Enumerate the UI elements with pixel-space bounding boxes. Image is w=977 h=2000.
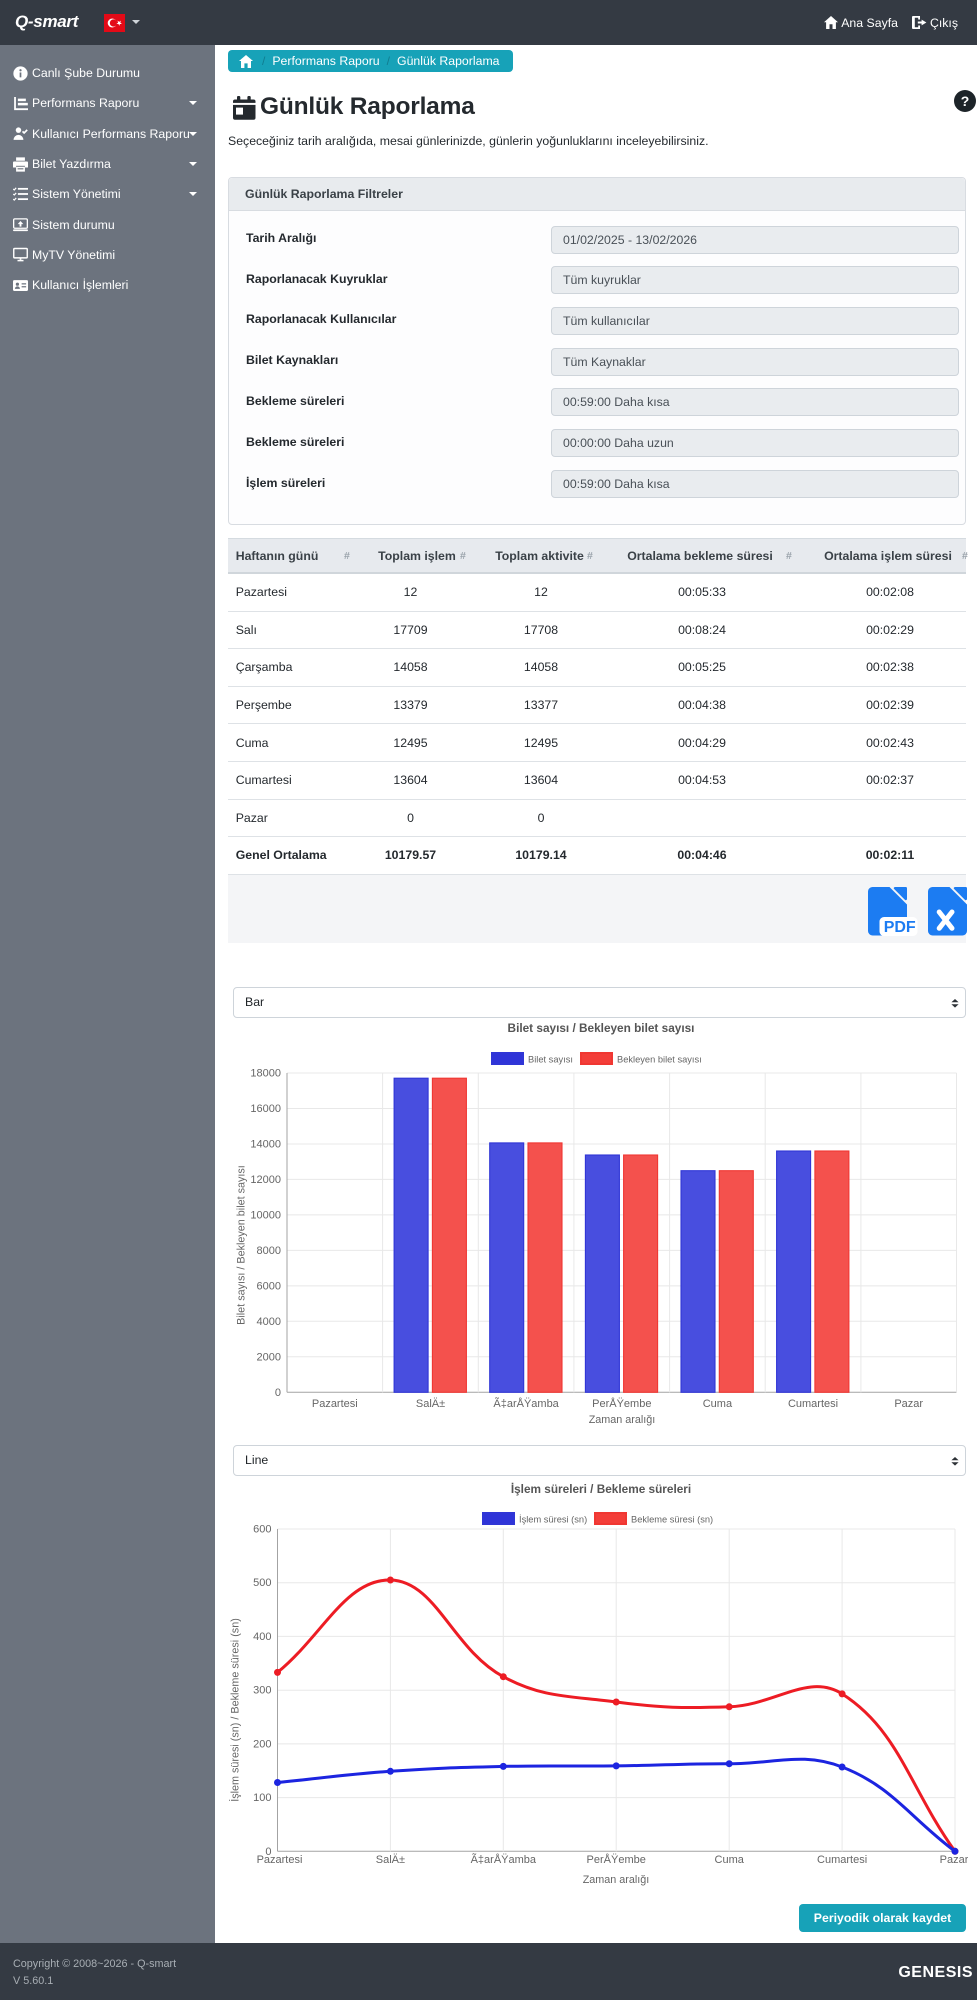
- svg-text:Zaman aralığı: Zaman aralığı: [583, 1874, 650, 1886]
- svg-text:Bekleme süresi (sn): Bekleme süresi (sn): [631, 1515, 713, 1525]
- svg-text:10000: 10000: [250, 1209, 281, 1221]
- svg-text:İşlem süresi (sn) / Bekleme sü: İşlem süresi (sn) / Bekleme süresi (sn): [229, 1618, 242, 1802]
- svg-text:SalÄ±: SalÄ±: [376, 1854, 405, 1866]
- svg-text:300: 300: [253, 1685, 271, 1697]
- svg-text:SalÄ±: SalÄ±: [416, 1398, 445, 1410]
- svg-text:Bilet sayısı / Bekleyen bilet: Bilet sayısı / Bekleyen bilet sayısı: [236, 1165, 248, 1325]
- svg-text:PDF: PDF: [884, 919, 916, 936]
- svg-text:Pazartesi: Pazartesi: [257, 1854, 303, 1866]
- svg-text:18000: 18000: [250, 1068, 281, 1080]
- svg-text:0: 0: [265, 1846, 271, 1858]
- svg-text:4000: 4000: [257, 1316, 281, 1328]
- svg-text:100: 100: [253, 1792, 271, 1804]
- svg-text:Pazar: Pazar: [940, 1854, 968, 1866]
- svg-text:600: 600: [253, 1524, 271, 1536]
- svg-text:14000: 14000: [250, 1139, 281, 1151]
- svg-text:Bilet sayısı: Bilet sayısı: [528, 1055, 573, 1065]
- svg-text:Bilet sayısı / Bekleyen bilet: Bilet sayısı / Bekleyen bilet sayısı: [508, 1022, 695, 1035]
- svg-text:16000: 16000: [250, 1103, 281, 1115]
- svg-text:Cuma: Cuma: [715, 1854, 745, 1866]
- svg-text:Ã‡arÅŸamba: Ã‡arÅŸamba: [471, 1853, 537, 1866]
- svg-text:İşlem süreleri / Bekleme sürel: İşlem süreleri / Bekleme süreleri: [511, 1482, 691, 1496]
- svg-text:500: 500: [253, 1577, 271, 1589]
- svg-text:Ã‡arÅŸamba: Ã‡arÅŸamba: [493, 1397, 559, 1410]
- svg-text:Zaman aralığı: Zaman aralığı: [589, 1414, 656, 1426]
- svg-text:PerÅŸembe: PerÅŸembe: [587, 1853, 646, 1866]
- svg-text:Cuma: Cuma: [703, 1398, 733, 1410]
- svg-text:8000: 8000: [257, 1245, 281, 1257]
- svg-text:Bekleyen bilet sayısı: Bekleyen bilet sayısı: [617, 1055, 702, 1065]
- svg-text:PerÅŸembe: PerÅŸembe: [592, 1397, 651, 1410]
- svg-text:12000: 12000: [250, 1174, 281, 1186]
- svg-text:Pazartesi: Pazartesi: [312, 1398, 358, 1410]
- svg-text:Cumartesi: Cumartesi: [817, 1854, 867, 1866]
- svg-text:2000: 2000: [257, 1351, 281, 1363]
- svg-text:400: 400: [253, 1631, 271, 1643]
- svg-text:0: 0: [275, 1387, 281, 1399]
- svg-text:6000: 6000: [257, 1280, 281, 1292]
- svg-text:Cumartesi: Cumartesi: [788, 1398, 838, 1410]
- svg-text:İşlem süresi (sn): İşlem süresi (sn): [519, 1515, 587, 1525]
- svg-text:Pazar: Pazar: [894, 1398, 923, 1410]
- svg-text:200: 200: [253, 1738, 271, 1750]
